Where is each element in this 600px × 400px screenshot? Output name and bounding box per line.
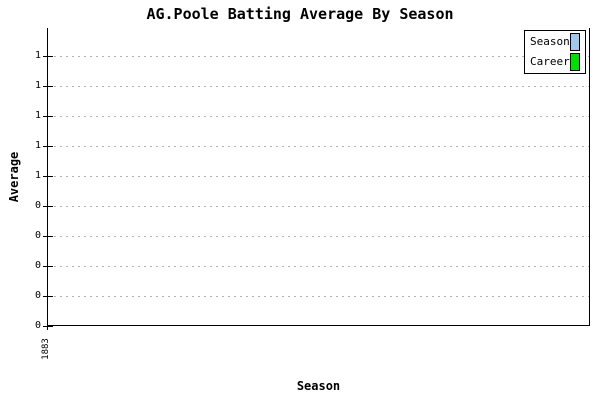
y-axis-tick (43, 236, 53, 237)
legend-label-career: Career (530, 55, 570, 68)
y-axis-label: Average (7, 151, 21, 203)
gridline (48, 146, 589, 147)
gridline (48, 176, 589, 177)
y-tick-label: 0 (34, 200, 41, 211)
chart-title: AG.Poole Batting Average By Season (146, 5, 454, 23)
y-axis-tick (43, 146, 53, 147)
x-axis-tick (47, 325, 48, 330)
y-axis-tick (43, 86, 53, 87)
career-swatch (570, 53, 580, 71)
legend-item-career: Career (530, 53, 580, 71)
y-tick-label: 1 (34, 50, 41, 61)
gridline (48, 116, 589, 117)
gridline (48, 206, 589, 207)
legend-item-season: Season (530, 33, 580, 51)
plot-area: 1 1 1 1 1 0 0 0 0 0 (35, 28, 590, 331)
legend-label-season: Season (530, 35, 570, 48)
x-axis-label: Season (296, 379, 341, 393)
x-tick-label: 1883 (41, 338, 51, 360)
legend: Season Career (524, 30, 586, 74)
y-axis-tick (43, 266, 53, 267)
gridline (48, 56, 589, 57)
y-axis-tick (43, 296, 53, 297)
gridline (48, 266, 589, 267)
gridline (48, 236, 589, 237)
y-tick-label: 1 (34, 140, 41, 151)
y-axis-tick (43, 326, 53, 327)
y-tick-label: 1 (34, 170, 41, 181)
y-tick-label: 1 (34, 80, 41, 91)
y-tick-label: 0 (34, 320, 41, 331)
y-axis-tick (43, 176, 53, 177)
gridline (48, 86, 589, 87)
y-tick-label: 0 (34, 230, 41, 241)
gridline (48, 296, 589, 297)
y-axis-tick (43, 56, 53, 57)
y-tick-label: 0 (34, 290, 41, 301)
y-axis-tick (43, 206, 53, 207)
y-axis-tick (43, 116, 53, 117)
y-tick-label: 0 (34, 260, 41, 271)
y-tick-label: 1 (34, 110, 41, 121)
season-swatch (570, 33, 580, 51)
